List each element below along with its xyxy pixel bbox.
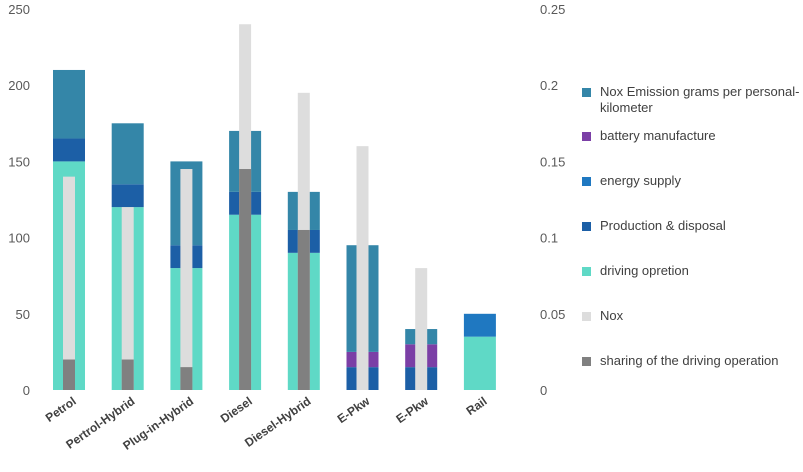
right-tick-label: 0.15: [540, 154, 565, 169]
right-axis-ticks: 0 0.05 0.1 0.15 0.2 0.25: [540, 2, 565, 398]
legend-label: Nox: [600, 308, 624, 323]
right-tick-label: 0: [540, 383, 547, 398]
bar-segment: [53, 69, 85, 139]
legend-label: sharing of the driving operation: [600, 353, 779, 368]
right-tick-label: 0.2: [540, 78, 558, 93]
legend-item: energy supply: [582, 173, 802, 189]
legend-label: driving opretion: [600, 263, 689, 278]
legend-swatch: [582, 132, 591, 141]
left-axis-ticks: 0 50 100 150 200 250: [8, 2, 30, 398]
overlay-bar: [63, 176, 75, 390]
legend-swatch: [582, 222, 591, 231]
left-tick-label: 150: [8, 154, 30, 169]
legend-item: Nox: [582, 308, 802, 324]
category-label: E-Pkw: [393, 394, 431, 427]
legend-label: energy supply: [600, 173, 681, 188]
legend-label: Production & disposal: [600, 218, 726, 233]
right-tick-label: 0.1: [540, 231, 558, 246]
bar-segment: [53, 138, 85, 162]
right-tick-label: 0.05: [540, 307, 565, 322]
left-tick-label: 250: [8, 2, 30, 17]
legend-swatch: [582, 88, 591, 97]
left-tick-label: 200: [8, 78, 30, 93]
legend-label: Nox Emission grams per personal-kilomete…: [600, 84, 800, 115]
left-tick-label: 50: [16, 307, 30, 322]
legend-swatch: [582, 177, 591, 186]
left-tick-label: 0: [23, 383, 30, 398]
overlay-bar: [180, 367, 193, 390]
legend-label: battery manufacture: [600, 128, 716, 143]
category-label: Rail: [464, 394, 490, 418]
overlay-bar: [297, 229, 310, 390]
overlay-bar: [239, 169, 252, 390]
bar-segment: [463, 313, 496, 337]
overlay-bar: [180, 169, 193, 390]
legend-item: sharing of the driving operation: [582, 353, 802, 369]
legend-swatch: [582, 267, 591, 276]
overlay-bar: [121, 207, 134, 390]
bars-layer: [53, 69, 496, 390]
overlay-bar: [121, 359, 134, 390]
overlay-bars-layer: [63, 24, 428, 391]
overlay-bar: [356, 146, 369, 390]
overlay-bar: [63, 359, 75, 390]
overlay-bar: [415, 268, 428, 390]
left-tick-label: 100: [8, 231, 30, 246]
category-label: Diesel-Hybrid: [242, 394, 313, 450]
right-tick-label: 0.25: [540, 2, 565, 17]
legend-swatch: [582, 357, 591, 366]
legend-item: Production & disposal: [582, 218, 802, 234]
bar-segment: [111, 123, 144, 185]
category-label: Diesel: [218, 394, 255, 426]
legend-swatch: [582, 312, 591, 321]
legend-item: battery manufacture: [582, 128, 802, 144]
bar-segment: [463, 336, 496, 390]
legend: Nox Emission grams per personal-kilomete…: [582, 84, 802, 369]
bar-segment: [111, 184, 144, 208]
legend-item: driving opretion: [582, 263, 802, 279]
category-label: Petrol: [43, 394, 79, 425]
category-label: E-Pkw: [335, 394, 373, 427]
legend-item: Nox Emission grams per personal-kilomete…: [582, 84, 802, 116]
